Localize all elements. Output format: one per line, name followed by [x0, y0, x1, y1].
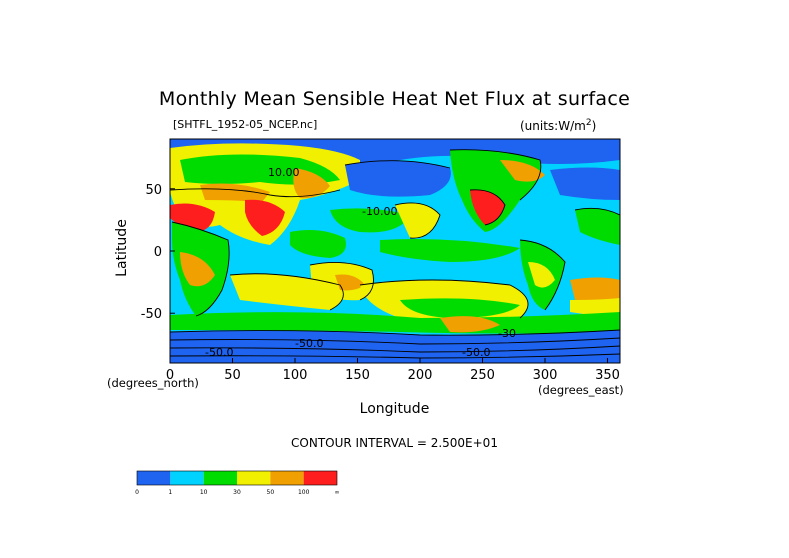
north-america-hot — [470, 189, 505, 225]
contour-label: -10.00 — [362, 205, 397, 218]
east-asia-land — [293, 168, 330, 199]
south-pacific-green — [400, 298, 520, 318]
pacific-equator-band — [380, 239, 520, 262]
pacific-yellow-patch — [395, 202, 440, 239]
y-tick-label: 0 — [154, 245, 162, 260]
canada-warm — [500, 160, 545, 182]
x-tick-label: 300 — [533, 368, 558, 383]
antarctica-region — [170, 330, 620, 363]
north-pacific-cold — [345, 160, 451, 197]
units-label: (units:W/m2) — [520, 118, 597, 133]
south-america-core — [528, 262, 555, 288]
y-axis-ticks: 50 0 -50 — [141, 183, 175, 322]
x-unit-label: (degrees_east) — [538, 383, 624, 397]
colorbar-label: 1 — [168, 489, 172, 496]
colorbar-label: 30 — [233, 489, 241, 496]
atlantic-patch — [575, 208, 620, 245]
contour-lines — [170, 149, 620, 359]
x-axis-ticks: 0 50 100 150 200 250 300 350 — [166, 358, 620, 383]
x-tick-label: 250 — [470, 368, 495, 383]
file-tag: [SHTFL_1952-05_NCEP.nc] — [173, 118, 318, 131]
x-tick-label: 350 — [595, 368, 620, 383]
colorbar-swatch — [270, 471, 304, 485]
x-tick-label: 0 — [166, 368, 174, 383]
central-asia-land — [200, 183, 270, 202]
x-tick-label: 100 — [283, 368, 308, 383]
x-tick-label: 50 — [224, 368, 241, 383]
chart-title: Monthly Mean Sensible Heat Net Flux at s… — [158, 88, 631, 110]
southern-ocean-ring — [170, 312, 620, 334]
india-hot — [245, 199, 285, 236]
colorbar-swatch — [137, 471, 171, 485]
colorbar-label: 0 — [135, 489, 139, 496]
y-axis-label: Latitude — [114, 219, 130, 277]
contour-label: 10.00 — [268, 166, 300, 179]
y-unit-label: (degrees_north) — [107, 376, 199, 390]
north-atlantic-cold — [550, 167, 620, 200]
africa-south-land — [180, 252, 215, 287]
y-tick-label: 50 — [145, 183, 162, 198]
colorbar-swatch — [203, 471, 237, 485]
maritime-region — [290, 230, 346, 258]
australia-core — [335, 274, 365, 291]
contour-label: -50.0 — [295, 337, 323, 350]
colorbar-label: 10 — [200, 489, 208, 496]
colorbar-label: 50 — [267, 489, 275, 496]
colorbar: 0 1 10 30 50 100 ∞ — [135, 470, 340, 496]
contour-label: -30 — [498, 327, 516, 340]
south-atlantic-warm — [570, 277, 620, 305]
y-tick-label: -50 — [141, 307, 162, 322]
southern-ocean-warm — [440, 316, 500, 333]
colorbar-label: 100 — [298, 489, 310, 496]
contour-label: -50.0 — [205, 346, 233, 359]
contour-interval: CONTOUR INTERVAL = 2.500E+01 — [291, 436, 498, 450]
colorbar-swatch — [237, 471, 271, 485]
colorbar-frame — [136, 470, 338, 486]
colorbar-label: ∞ — [335, 489, 340, 496]
flux-map: 10.00 -10.00 -50.0 -50.0 -50.0 -30 — [170, 139, 620, 363]
x-axis-label: Longitude — [359, 401, 430, 417]
x-tick-label: 200 — [408, 368, 433, 383]
colorbar-swatch — [303, 471, 337, 485]
pacific-north-patch — [330, 208, 410, 233]
contour-label: -50.0 — [462, 346, 490, 359]
x-tick-label: 150 — [345, 368, 370, 383]
colorbar-swatch — [170, 471, 204, 485]
